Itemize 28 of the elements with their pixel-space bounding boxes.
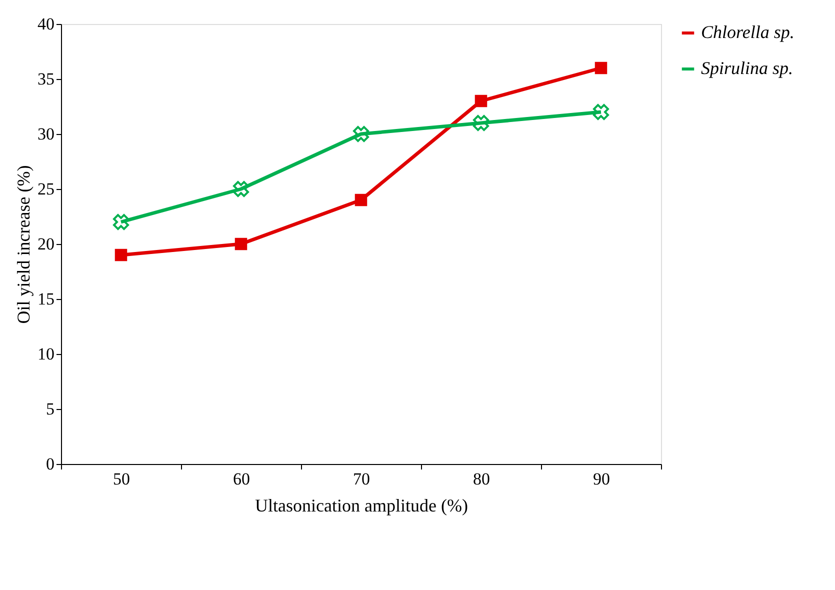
legend-label: Chlorella sp. bbox=[701, 22, 794, 42]
x-tick-label: 80 bbox=[473, 470, 490, 488]
legend-label: Spirulina sp. bbox=[701, 58, 794, 78]
point bbox=[114, 248, 128, 262]
y-tick-label: 10 bbox=[38, 344, 54, 364]
x-tick-label: 60 bbox=[233, 470, 250, 488]
point bbox=[233, 181, 249, 197]
x-axis-title: Ultasonication amplitude (%) bbox=[255, 496, 468, 516]
y-tick-label: 20 bbox=[38, 234, 54, 254]
point bbox=[594, 62, 608, 74]
y-axis-title: Oil yield increase (%) bbox=[14, 165, 34, 324]
point bbox=[473, 115, 489, 131]
point bbox=[593, 104, 609, 120]
y-tick-label: 40 bbox=[38, 14, 54, 34]
point bbox=[474, 94, 488, 108]
point bbox=[353, 126, 369, 142]
point bbox=[234, 238, 248, 250]
x-tick-label: 50 bbox=[113, 470, 130, 488]
y-tick-label: 0 bbox=[46, 454, 54, 474]
x-tick-label: 90 bbox=[593, 470, 610, 488]
point bbox=[113, 214, 129, 230]
point bbox=[354, 194, 368, 206]
y-tick-label: 5 bbox=[46, 400, 54, 418]
x-tick-label: 70 bbox=[353, 470, 370, 488]
y-tick-label: 25 bbox=[38, 180, 54, 198]
y-tick-label: 30 bbox=[38, 124, 54, 144]
y-tick-label: 35 bbox=[38, 70, 54, 88]
y-tick-label: 15 bbox=[38, 290, 54, 308]
